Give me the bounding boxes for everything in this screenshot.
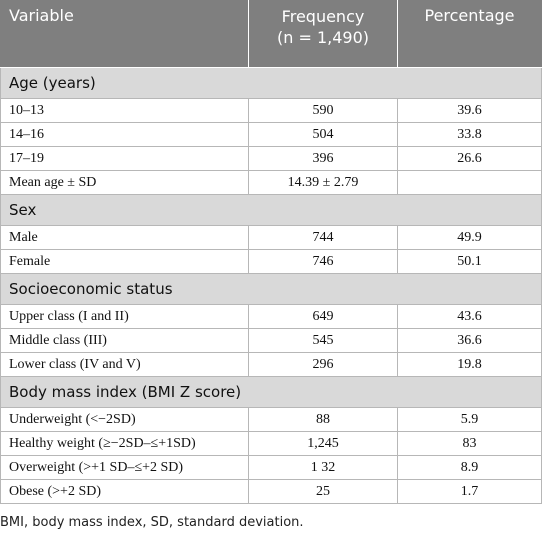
data-row: 10–13 590 39.6 (0, 98, 542, 123)
label-cell: 10–13 (0, 98, 249, 123)
value-cell: 1 32 (248, 455, 398, 480)
label-cell: 17–19 (0, 146, 249, 171)
header-line: (n = 1,490) (276, 28, 369, 47)
data-row: Overweight (>+1 SD–≤+2 SD) 1 32 8.9 (0, 455, 542, 480)
label-cell: Obese (>+2 SD) (0, 479, 249, 504)
value-cell: 504 (248, 122, 398, 147)
value-cell: 43.6 (397, 304, 542, 329)
label-cell: Male (0, 225, 249, 250)
label-cell: Mean age ± SD (0, 170, 249, 195)
data-row: Healthy weight (≥−2SD–≤+1SD) 1,245 83 (0, 431, 542, 456)
data-row: Lower class (IV and V) 296 19.8 (0, 352, 542, 377)
value-cell: 746 (248, 249, 398, 274)
label-cell: Middle class (III) (0, 328, 249, 353)
value-cell: 14.39 ± 2.79 (248, 170, 398, 195)
value-cell: 649 (248, 304, 398, 329)
value-cell: 545 (248, 328, 398, 353)
data-row: Obese (>+2 SD) 25 1.7 (0, 479, 542, 504)
data-row: Middle class (III) 545 36.6 (0, 328, 542, 353)
label-cell: 14–16 (0, 122, 249, 147)
label-cell: Female (0, 249, 249, 274)
value-cell: 396 (248, 146, 398, 171)
value-cell: 25 (248, 479, 398, 504)
value-cell: 49.9 (397, 225, 542, 250)
header-row: Variable Frequency (n = 1,490) Percentage (0, 0, 542, 68)
data-table: Variable Frequency (n = 1,490) Percentage… (0, 0, 542, 504)
value-cell: 19.8 (397, 352, 542, 377)
data-row: Mean age ± SD 14.39 ± 2.79 (0, 170, 542, 195)
header-cell: Frequency (n = 1,490) (248, 0, 398, 68)
value-cell: 1,245 (248, 431, 398, 456)
label-cell: Overweight (>+1 SD–≤+2 SD) (0, 455, 249, 480)
section-title: Age (years) (0, 67, 542, 99)
data-row: Upper class (I and II) 649 43.6 (0, 304, 542, 329)
section-title: Body mass index (BMI Z score) (0, 376, 542, 408)
label-cell: Healthy weight (≥−2SD–≤+1SD) (0, 431, 249, 456)
value-cell: 8.9 (397, 455, 542, 480)
table-body: Age (years) 10–13 590 39.6 14–16 504 33.8 17–19… (0, 67, 542, 504)
value-cell (397, 170, 542, 195)
label-cell: Lower class (IV and V) (0, 352, 249, 377)
data-row: Female 746 50.1 (0, 249, 542, 274)
footnote: BMI, body mass index, SD, standard devia… (0, 515, 304, 530)
value-cell: 33.8 (397, 122, 542, 147)
data-row: Underweight (<−2SD) 88 5.9 (0, 407, 542, 432)
value-cell: 590 (248, 98, 398, 123)
value-cell: 26.6 (397, 146, 542, 171)
data-row: Male 744 49.9 (0, 225, 542, 250)
label-cell: Upper class (I and II) (0, 304, 249, 329)
header-line: Frequency (281, 7, 365, 26)
value-cell: 83 (397, 431, 542, 456)
label-cell: Underweight (<−2SD) (0, 407, 249, 432)
value-cell: 50.1 (397, 249, 542, 274)
value-cell: 5.9 (397, 407, 542, 432)
value-cell: 36.6 (397, 328, 542, 353)
section-title: Sex (0, 194, 542, 226)
section-row: Body mass index (BMI Z score) (0, 376, 542, 408)
value-cell: 88 (248, 407, 398, 432)
value-cell: 296 (248, 352, 398, 377)
section-title: Socioeconomic status (0, 273, 542, 305)
section-row: Age (years) (0, 67, 542, 99)
section-row: Sex (0, 194, 542, 226)
value-cell: 744 (248, 225, 398, 250)
value-cell: 39.6 (397, 98, 542, 123)
section-row: Socioeconomic status (0, 273, 542, 305)
data-row: 14–16 504 33.8 (0, 122, 542, 147)
data-row: 17–19 396 26.6 (0, 146, 542, 171)
header-cell: Percentage (397, 0, 542, 68)
value-cell: 1.7 (397, 479, 542, 504)
header-cell: Variable (0, 0, 249, 68)
